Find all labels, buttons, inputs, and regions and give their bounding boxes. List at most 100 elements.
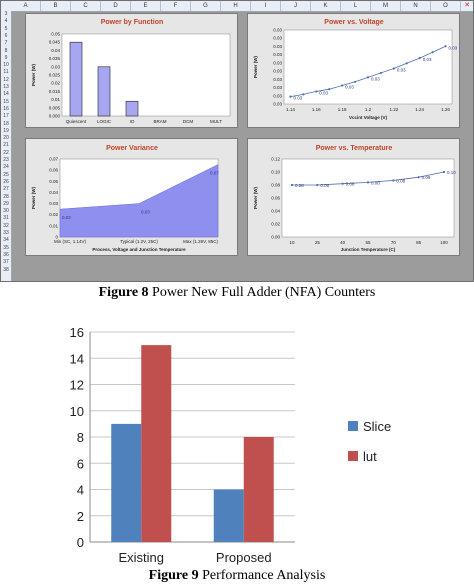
x-tick-label: IO [130, 119, 135, 124]
row-header-4[interactable]: 4 [4, 18, 8, 25]
y-tick-label: 0.035 [49, 56, 61, 61]
x-tick-label: LOGIC [97, 119, 112, 124]
column-header-i[interactable]: I [251, 1, 281, 11]
y-tick-label: 0.12 [271, 157, 280, 162]
row-header-17[interactable]: 17 [3, 113, 9, 120]
row-header-28[interactable]: 28 [3, 193, 9, 200]
column-header-e[interactable]: E [131, 1, 161, 11]
column-header-b[interactable]: B [41, 1, 71, 11]
y-tick-label: 0.05 [49, 179, 58, 184]
data-label: 0.08 [320, 183, 329, 188]
y-tick-label: 8 [77, 430, 84, 445]
y-tick-label: 0.01 [51, 97, 60, 102]
x-tick-label: 40 [340, 240, 346, 245]
row-header-26[interactable]: 26 [3, 178, 9, 185]
row-header-7[interactable]: 7 [4, 40, 8, 47]
data-point [444, 45, 447, 48]
row-header-36[interactable]: 36 [3, 251, 9, 258]
column-header-o[interactable]: O [431, 1, 461, 11]
figure-8-text: Power New Full Adder (NFA) Counters [148, 285, 376, 300]
column-header-f[interactable]: F [161, 1, 191, 11]
data-label: 0.08 [346, 182, 355, 187]
row-header-30[interactable]: 30 [3, 208, 9, 215]
row-header-3[interactable]: 3 [4, 11, 8, 17]
row-header-11[interactable]: 11 [3, 69, 9, 76]
data-point [289, 95, 292, 98]
y-tick-label: 0.03 [49, 201, 58, 206]
series-area [59, 164, 219, 238]
y-tick-label: 0 [77, 535, 84, 550]
close-icon[interactable]: ✕ [464, 2, 470, 9]
x-tick-label: 100 [440, 240, 448, 245]
row-header-19[interactable]: 19 [3, 127, 9, 134]
chart-power-variance: Power Variance 0.07 0.06 0.05 0.04 0.03 0.02 0.… [25, 138, 238, 256]
y-tick-label: 0.03 [273, 77, 282, 82]
column-header-n[interactable]: N [401, 1, 431, 11]
column-header-c[interactable]: C [71, 1, 101, 11]
row-header-21[interactable]: 21 [3, 142, 9, 149]
row-header-34[interactable]: 34 [3, 237, 9, 244]
row-header-9[interactable]: 9 [4, 54, 8, 61]
row-header-12[interactable]: 12 [3, 76, 9, 83]
data-label: 0.03 [423, 57, 432, 62]
row-header-15[interactable]: 15 [3, 98, 9, 105]
row-header-37[interactable]: 37 [3, 259, 9, 266]
row-header-25[interactable]: 25 [3, 171, 9, 178]
column-header-j[interactable]: J [281, 1, 311, 11]
row-header-5[interactable]: 5 [4, 25, 8, 32]
row-header-31[interactable]: 31 [3, 215, 9, 222]
chart-title: Power by Function [101, 19, 164, 26]
data-point [379, 71, 383, 75]
y-axis-label: Power (W) [253, 55, 258, 78]
power-vs-temperature-svg: Power vs. Temperature 0.12 0.10 0.08 0.06 0.0… [253, 145, 456, 252]
row-header-27[interactable]: 27 [3, 186, 9, 193]
y-tick-label: 0.05 [51, 32, 60, 37]
column-header-k[interactable]: K [311, 1, 341, 11]
y-tick-label: 0.06 [271, 196, 280, 201]
x-tick-label: 1.26 [441, 107, 450, 112]
chart-power-by-function: Power by Function 0.05 0.045 0.04 0.035 0.03 0… [25, 13, 238, 128]
row-header-32[interactable]: 32 [3, 222, 9, 229]
x-tick-label: 1.16 [312, 107, 321, 112]
bar-io [125, 100, 139, 117]
y-tick-label: 0.02 [51, 81, 60, 86]
plot-area [61, 33, 231, 117]
row-header-24[interactable]: 24 [3, 164, 9, 171]
row-header-22[interactable]: 22 [3, 149, 9, 156]
row-header-14[interactable]: 14 [3, 91, 9, 98]
column-header-g[interactable]: G [191, 1, 221, 11]
data-point [316, 183, 319, 187]
y-tick-label: 0.03 [273, 52, 282, 57]
row-header-35[interactable]: 35 [3, 244, 9, 251]
row-header-33[interactable]: 33 [3, 230, 9, 236]
data-label: 0.10 [447, 170, 456, 175]
y-tick-label: 0.005 [49, 105, 61, 110]
row-header-16[interactable]: 16 [3, 105, 9, 112]
column-header-d[interactable]: D [101, 1, 131, 11]
row-header-13[interactable]: 13 [3, 84, 9, 90]
y-tick-label: 0.03 [273, 28, 282, 33]
column-header-l[interactable]: L [341, 1, 371, 11]
data-point [392, 67, 395, 70]
x-tick-label: MULT [210, 119, 222, 124]
row-header-18[interactable]: 18 [3, 120, 9, 127]
row-header-6[interactable]: 6 [4, 32, 8, 39]
row-header-20[interactable]: 20 [3, 135, 9, 142]
column-header-a[interactable]: A [11, 1, 41, 11]
row-header-29[interactable]: 29 [3, 200, 9, 207]
data-label: 0.08 [371, 180, 380, 185]
legend-label-slice: Slice [363, 419, 391, 434]
data-label: 0.03 [345, 85, 354, 90]
row-header-8[interactable]: 8 [4, 47, 8, 54]
column-header-m[interactable]: M [371, 1, 401, 11]
y-tick-label: 0.02 [271, 222, 280, 227]
y-tick-label: 0.10 [271, 170, 280, 175]
figure-9-text: Performance Analysis [198, 568, 326, 583]
row-header-23[interactable]: 23 [3, 157, 9, 163]
column-header-h[interactable]: H [221, 1, 251, 11]
row-header-38[interactable]: 38 [3, 266, 9, 273]
data-label: 0.03 [371, 76, 380, 81]
bar-slice-existing [111, 423, 142, 542]
x-tick-label: 55 [365, 240, 371, 245]
row-header-10[interactable]: 10 [3, 62, 9, 69]
